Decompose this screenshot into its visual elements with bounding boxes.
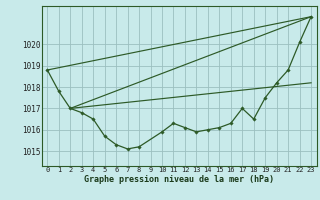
X-axis label: Graphe pression niveau de la mer (hPa): Graphe pression niveau de la mer (hPa) <box>84 175 274 184</box>
